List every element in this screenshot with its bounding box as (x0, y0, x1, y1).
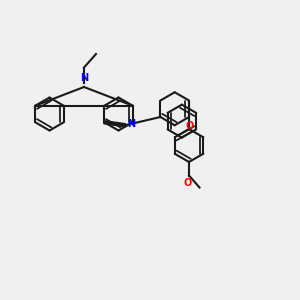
Text: O: O (185, 121, 194, 130)
Text: O: O (184, 178, 192, 188)
Text: N: N (80, 74, 88, 83)
Text: N: N (127, 119, 135, 129)
